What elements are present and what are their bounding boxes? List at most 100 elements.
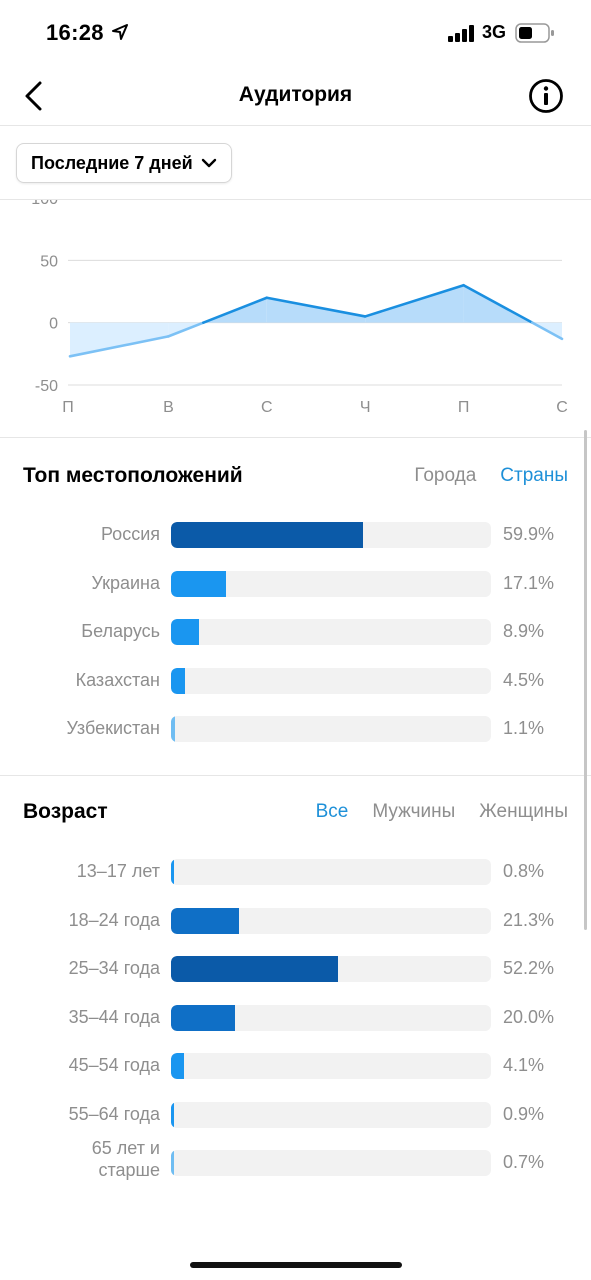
locations-row: Россия 59.9%	[0, 522, 591, 552]
back-chevron-icon[interactable]	[18, 76, 52, 116]
bar-value: 52.2%	[503, 958, 555, 978]
locations-row: Беларусь 8.9%	[0, 619, 591, 649]
bar-value: 1.1%	[503, 718, 545, 738]
bar-track	[171, 859, 491, 885]
locations-title: Топ местоположений	[23, 464, 243, 487]
bar-fill	[171, 1053, 185, 1079]
chevron-down-icon	[201, 158, 216, 168]
age-row: 55–64 года 0.9%	[0, 1101, 591, 1132]
age-row: 18–24 года 21.3%	[0, 907, 591, 938]
info-icon[interactable]	[528, 78, 564, 114]
bar-label: Россия	[100, 524, 160, 544]
bar-track	[171, 956, 491, 982]
age-row: 45–54 года 4.1%	[0, 1053, 591, 1083]
bar-value: 17.1%	[503, 572, 555, 593]
age-row: 65 лет и старше 0.7%	[0, 1138, 591, 1180]
age-tabs: Все Мужчины Женщины	[316, 801, 568, 823]
bar-fill	[171, 522, 363, 548]
bar-label: 65 лет и старше	[91, 1138, 160, 1180]
area-fill	[463, 285, 533, 323]
battery-icon	[515, 23, 554, 43]
bar-fill	[171, 570, 226, 597]
locations-tab-1[interactable]: Страны	[500, 465, 568, 486]
bar-label: 25–34 года	[68, 958, 160, 978]
bar-label: Казахстан	[75, 669, 160, 690]
bar-track	[171, 1053, 491, 1079]
network-type: 3G	[482, 22, 507, 42]
bar-label: 55–64 года	[68, 1103, 160, 1124]
bar-track	[171, 667, 491, 694]
period-dropdown[interactable]: Последние 7 дней	[16, 143, 232, 183]
age-tab-2[interactable]: Женщины	[479, 801, 568, 822]
age-row: 35–44 года 20.0%	[0, 1004, 591, 1035]
bar-track	[171, 1150, 491, 1176]
bar-value: 8.9%	[503, 621, 545, 641]
bar-track	[171, 1004, 491, 1031]
filter-row: Последние 7 дней	[0, 127, 591, 200]
bar-label: 35–44 года	[68, 1006, 160, 1027]
age-row: 25–34 года 52.2%	[0, 956, 591, 986]
bar-track	[171, 1101, 491, 1128]
nav-bar: Аудитория	[0, 66, 591, 126]
bar-value: 59.9%	[503, 524, 555, 544]
bar-value: 0.7%	[503, 1152, 545, 1172]
section-divider	[0, 775, 591, 776]
series-line	[202, 296, 269, 324]
age-row: 13–17 лет 0.8%	[0, 859, 591, 889]
area-fill	[266, 297, 366, 323]
bar-label: Беларусь	[81, 621, 160, 641]
location-arrow-icon	[112, 24, 128, 40]
bar-value: 4.1%	[503, 1055, 545, 1075]
page-title: Аудитория	[238, 83, 353, 106]
bar-track	[171, 619, 491, 645]
series-line	[167, 321, 205, 338]
y-tick-label: 50	[40, 253, 58, 270]
bar-fill	[171, 1150, 174, 1176]
bar-track	[171, 716, 491, 742]
bar-fill	[171, 1004, 235, 1031]
bar-fill	[171, 716, 175, 742]
status-bar: 16:28 3G	[0, 0, 591, 66]
locations-row: Украина 17.1%	[0, 570, 591, 601]
bar-label: 45–54 года	[68, 1055, 160, 1075]
series-line	[530, 321, 564, 341]
x-tick-label: Ч	[360, 399, 371, 416]
locations-tabs: Города Страны	[414, 465, 568, 487]
x-tick-label: С	[261, 399, 273, 416]
signal-bars-icon	[448, 25, 474, 42]
bar-track	[171, 522, 491, 548]
bar-label: Украина	[91, 572, 160, 593]
x-tick-label: П	[458, 399, 470, 416]
scrollbar[interactable]	[584, 430, 587, 930]
period-label: Последние 7 дней	[31, 152, 193, 173]
series-line	[363, 283, 465, 318]
locations-tab-0[interactable]: Города	[414, 465, 477, 486]
bar-track	[171, 570, 491, 597]
x-tick-label: П	[62, 399, 74, 416]
home-indicator[interactable]	[190, 1262, 402, 1268]
bar-label: 13–17 лет	[76, 861, 160, 881]
bar-value: 0.8%	[503, 861, 545, 881]
bar-fill	[171, 907, 240, 934]
locations-row: Казахстан 4.5%	[0, 667, 591, 698]
x-tick-label: В	[163, 399, 174, 416]
y-tick-label: 0	[49, 316, 58, 333]
bar-fill	[171, 956, 339, 982]
y-tick-label: -50	[35, 378, 58, 395]
status-time: 16:28	[46, 20, 104, 45]
x-tick-label: С	[556, 399, 568, 416]
age-title: Возраст	[23, 800, 108, 823]
age-tab-1[interactable]: Мужчины	[372, 801, 456, 822]
series-line	[265, 296, 367, 318]
bar-value: 4.5%	[503, 669, 545, 690]
bar-value: 20.0%	[503, 1006, 555, 1027]
series-line	[68, 335, 170, 358]
bar-label: Узбекистан	[66, 718, 160, 738]
bar-fill	[171, 1101, 174, 1128]
bar-value: 21.3%	[503, 909, 555, 930]
area-fill	[70, 322, 169, 357]
area-fill	[365, 285, 464, 323]
bar-track	[171, 907, 491, 934]
age-tab-0[interactable]: Все	[315, 801, 349, 822]
